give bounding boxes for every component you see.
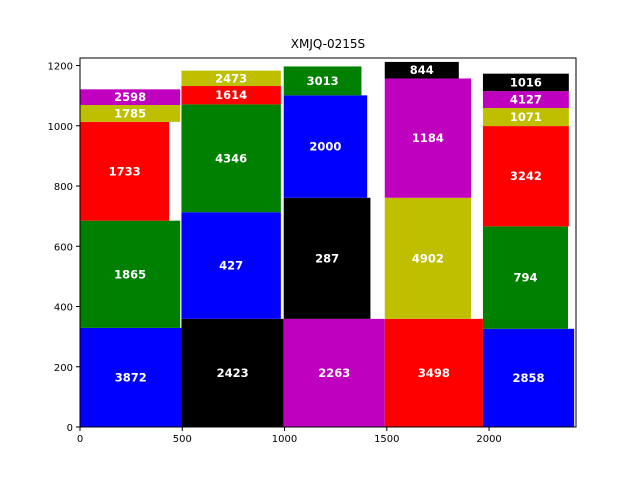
bar-label-2000: 2000 (309, 140, 341, 154)
bar-segment-1071 (482, 108, 569, 127)
bar-label-3013: 3013 (307, 74, 339, 88)
bar-segment-3013 (283, 66, 362, 96)
bar-label-3498: 3498 (418, 366, 450, 380)
bar-label-2473: 2473 (215, 71, 247, 85)
chart-title: XMJQ-0215S (291, 37, 365, 51)
y-tick-label: 400 (54, 303, 73, 314)
bar-label-844: 844 (410, 63, 434, 77)
bar-label-3242: 3242 (510, 169, 542, 183)
bar-segment-2423 (181, 318, 284, 427)
bar-segment-2000 (283, 95, 368, 198)
bar-segment-427 (181, 212, 281, 319)
bar-label-2858: 2858 (513, 371, 545, 385)
x-tick-label: 1000 (272, 434, 297, 445)
bar-segment-1865 (80, 220, 181, 328)
bar-label-1071: 1071 (510, 110, 542, 124)
bar-label-1016: 1016 (510, 75, 542, 89)
x-tick-label: 1500 (374, 434, 399, 445)
bar-segment-2858 (482, 328, 575, 427)
bar-segment-1016 (482, 73, 569, 92)
bar-segment-844 (384, 61, 459, 79)
y-tick-label: 1200 (48, 62, 73, 73)
x-tick-label: 0 (77, 434, 83, 445)
bar-label-3872: 3872 (115, 370, 147, 384)
bar-segment-4902 (384, 197, 472, 319)
bars-group: 3872 1865 1733 1785 2598 2423 427 4346 1614 2473 2… (80, 61, 575, 427)
bar-label-4127: 4127 (510, 93, 542, 107)
bar-segment-287 (283, 197, 371, 319)
bar-segment-1733 (80, 121, 170, 221)
y-tick-label: 0 (67, 423, 73, 434)
bar-label-2423: 2423 (217, 366, 249, 380)
bar-label-1733: 1733 (109, 164, 141, 178)
bar-label-427: 427 (219, 259, 243, 273)
bar-segment-2473 (181, 70, 281, 87)
bar-label-794: 794 (513, 271, 537, 285)
bar-segment-3872 (80, 327, 182, 427)
x-tick-label: 500 (173, 434, 192, 445)
x-axis: 0 500 1000 1500 2000 (77, 427, 502, 445)
bar-segment-1614 (181, 86, 281, 105)
bar-segment-2263 (283, 318, 385, 427)
bar-segment-3242 (482, 126, 569, 227)
y-tick-label: 1000 (48, 122, 73, 133)
bar-label-1785: 1785 (114, 106, 146, 120)
bar-label-4346: 4346 (215, 151, 247, 165)
y-tick-label: 600 (54, 242, 73, 253)
bar-segment-2598 (80, 89, 181, 105)
bar-label-4902: 4902 (412, 251, 444, 265)
y-axis: 0 200 400 600 800 1000 1200 (48, 62, 80, 434)
plot-frame (79, 57, 577, 428)
y-tick-label: 200 (54, 363, 73, 374)
y-tick-label: 800 (54, 182, 73, 193)
bar-label-2263: 2263 (318, 366, 350, 380)
bar-segment-4346 (181, 104, 281, 213)
bar-label-1184: 1184 (412, 131, 444, 145)
bar-label-1614: 1614 (215, 88, 247, 102)
x-tick-label: 2000 (476, 434, 501, 445)
bar-segment-794 (482, 226, 569, 329)
bar-segment-3498 (384, 318, 483, 427)
bar-label-287: 287 (315, 251, 339, 265)
bar-label-1865: 1865 (114, 267, 146, 281)
bar-label-2598: 2598 (114, 90, 146, 104)
bar-segment-1184 (384, 78, 472, 198)
bar-segment-4127 (482, 91, 569, 109)
bar-segment-1785 (80, 104, 181, 122)
